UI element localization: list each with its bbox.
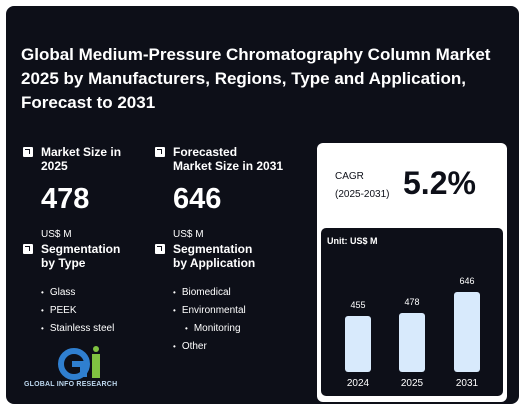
cagr-value: 5.2% xyxy=(403,165,476,201)
seg-app-list: Biomedical Environmental Monitoring Othe… xyxy=(173,284,255,356)
market-size-value: 478 xyxy=(41,183,90,215)
list-item: Environmental xyxy=(173,302,255,320)
market-size-block: Market Size in 2025 478 US$ M xyxy=(23,145,121,240)
arrow-icon xyxy=(155,244,165,254)
forecast-size-label: Forecasted Market Size in 2031 xyxy=(173,145,284,173)
list-item: Biomedical xyxy=(173,284,255,302)
seg-app-label: Segmentation by Application xyxy=(173,242,256,270)
chart-category-label: 2024 xyxy=(346,378,370,389)
list-item: PEEK xyxy=(41,302,120,320)
chart-bar-value-label: 646 xyxy=(459,276,475,286)
list-item: Other xyxy=(173,338,255,356)
arrow-icon xyxy=(23,147,33,157)
chart-bar-value-label: 455 xyxy=(350,300,366,310)
logo-text: GLOBAL INFO RESEARCH xyxy=(24,381,118,388)
cagr-label-line2: (2025-2031) xyxy=(335,189,390,200)
infographic-card: Global Medium-Pressure Chromatography Co… xyxy=(6,6,519,404)
cagr-label-line1: CAGR xyxy=(335,171,364,182)
chart-bar xyxy=(345,316,371,372)
list-item: Stainless steel xyxy=(41,320,120,338)
market-size-unit: US$ M xyxy=(41,229,72,240)
seg-type-label: Segmentation by Type xyxy=(41,242,121,270)
cagr-panel: CAGR (2025-2031) 5.2% Unit: US$ M 455 202… xyxy=(317,143,507,402)
forecast-size-unit: US$ M xyxy=(173,229,204,240)
seg-app-block: Segmentation by Application Biomedical E… xyxy=(155,242,255,356)
company-logo-icon xyxy=(58,346,100,380)
arrow-icon xyxy=(23,244,33,254)
chart-category-label: 2025 xyxy=(400,378,424,389)
chart-bar xyxy=(454,292,480,372)
cagr-label: CAGR (2025-2031) xyxy=(335,168,389,204)
chart-category-label: 2031 xyxy=(455,378,479,389)
chart-bar xyxy=(399,313,425,372)
seg-type-list: Glass PEEK Stainless steel xyxy=(41,284,120,338)
chart-unit-label: Unit: US$ M xyxy=(327,236,378,246)
bar-chart: Unit: US$ M 455 2024 478 2025 646 2031 xyxy=(321,228,503,396)
forecast-size-block: Forecasted Market Size in 2031 646 US$ M xyxy=(155,145,283,240)
arrow-icon xyxy=(155,147,165,157)
page-title: Global Medium-Pressure Chromatography Co… xyxy=(21,45,491,112)
list-item: Glass xyxy=(41,284,120,302)
forecast-size-value: 646 xyxy=(173,183,222,215)
list-item: Monitoring xyxy=(173,320,255,338)
chart-bar-value-label: 478 xyxy=(404,297,420,307)
market-size-label: Market Size in 2025 xyxy=(41,145,122,173)
seg-type-block: Segmentation by Type Glass PEEK Stainles… xyxy=(23,242,120,338)
